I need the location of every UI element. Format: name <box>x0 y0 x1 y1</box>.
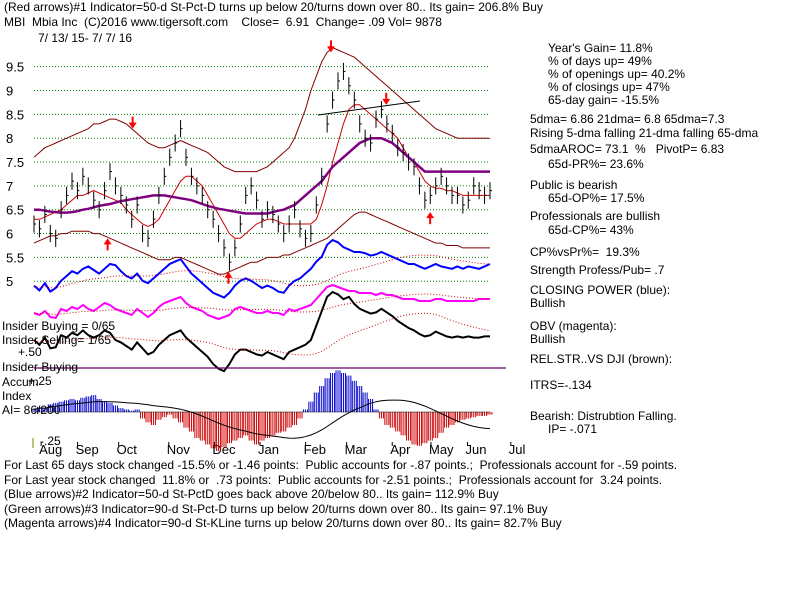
y-tick-label: 8 <box>6 131 13 146</box>
stat-line: 65d-CP%= 43% <box>548 223 634 237</box>
stat-line: 65d-OP%= 17.5% <box>548 191 645 205</box>
lower-band <box>33 211 490 275</box>
minus-25-label: -.25 <box>40 434 61 448</box>
insider-buying: Insider Buying = 0/65 <box>2 319 116 333</box>
buy-arrow <box>103 238 112 251</box>
stat-line: % of closings up= 47% <box>548 80 670 94</box>
y-tick-label: 7.5 <box>6 155 24 170</box>
index-label: Index <box>2 389 32 403</box>
y-tick-label: 7 <box>6 179 13 194</box>
stat-line: Year's Gain= 11.8% <box>548 41 653 55</box>
x-tick-label: Jan <box>258 442 279 457</box>
summary-line: (Magenta arrows)#4 Indicator=90-d St-KLi… <box>4 516 562 530</box>
y-tick-label: 8.5 <box>6 107 24 122</box>
y-tick-label: 9.5 <box>6 60 24 75</box>
y-tick-label: 6 <box>6 227 13 242</box>
stat-line: REL.STR..VS DJI (brown): <box>530 352 673 366</box>
stat-line: 65-day gain= -15.5% <box>548 93 660 107</box>
summary-line: For Last 65 days stock changed -15.5% or… <box>4 458 678 472</box>
rs-ma-line <box>33 312 491 356</box>
stat-line: CP%vsPr%= 19.3% <box>530 245 640 259</box>
x-tick-label: Jun <box>465 442 486 457</box>
accum-label: Accum <box>2 375 39 389</box>
obv-ma-line <box>33 293 491 316</box>
stat-line: Bullish <box>530 332 566 346</box>
summary-line: (Green arrows)#3 Indicator=90-d St-Pct-D… <box>4 501 548 516</box>
stat-line: CLOSING POWER (blue): <box>530 283 671 297</box>
rel-strength-line <box>33 290 490 373</box>
x-tick-label: Sep <box>76 442 99 457</box>
buy-arrow <box>224 271 233 284</box>
stat-line: % of days up= 49% <box>548 54 652 68</box>
stat-line: Professionals are bullish <box>530 209 661 223</box>
stat-line: IP= -.071 <box>548 422 598 436</box>
stat-line: Rising 5-dma falling 21-dma falling 65-d… <box>530 126 759 140</box>
summary-line: (Blue arrows)#2 Indicator=50-d St-PctD g… <box>4 487 499 501</box>
x-tick-label: Aug <box>39 442 62 457</box>
cp-ma-line <box>33 254 491 289</box>
insider-selling: Insider Selling= 1/65 <box>2 333 112 347</box>
stat-line: Strength Profess/Pub= .7 <box>530 263 665 277</box>
stat-line: Bullish <box>530 296 566 310</box>
x-tick-label: Jul <box>509 442 526 457</box>
plus-50-label: +.50 <box>18 345 42 359</box>
x-tick-label: Mar <box>345 442 368 457</box>
header-line-1: (Red arrows)#1 Indicator=50-d St-Pct-D t… <box>4 0 543 14</box>
accum-ma-line <box>33 399 491 439</box>
plus-25-label: +.25 <box>28 374 52 388</box>
x-tick-label: May <box>429 442 454 457</box>
stat-line: 5dmaAROC= 73.1 % PivotP= 6.83 <box>530 142 725 156</box>
x-tick-label: Nov <box>167 442 191 457</box>
date-range: 7/ 13/ 15- 7/ 7/ 16 <box>38 31 133 45</box>
sell-arrow <box>128 116 137 129</box>
y-tick-label: 5 <box>6 274 13 289</box>
stat-line: Public is bearish <box>530 178 618 192</box>
stat-line: ITRS=-.134 <box>530 378 592 392</box>
stat-line: Bearish: Distrubtion Falling. <box>530 409 677 423</box>
upper-band <box>33 47 490 173</box>
obv-line <box>33 283 490 321</box>
y-tick-label: 5.5 <box>6 250 24 265</box>
sell-arrow <box>382 92 391 105</box>
buy-arrow <box>426 212 435 225</box>
insider-buying-label: Insider Buying <box>2 360 79 374</box>
stat-line: OBV (magenta): <box>530 319 617 333</box>
x-tick-label: Apr <box>390 442 411 457</box>
sell-arrow <box>326 40 335 53</box>
closing-power-line <box>33 238 491 299</box>
summary-line: For Last year stock changed 11.8% or .73… <box>4 472 663 487</box>
y-tick-label: 9 <box>6 84 13 99</box>
stat-line: 5dma= 6.86 21dma= 6.8 65dma=7.3 <box>530 112 725 126</box>
trend-line <box>317 100 421 116</box>
header-line-2: MBI Mbia Inc (C)2016 www.tigersoft.com C… <box>4 15 442 29</box>
x-tick-label: Feb <box>304 442 326 457</box>
stat-line: % of openings up= 40.2% <box>548 67 686 81</box>
stat-line: 65d-PR%= 23.6% <box>548 157 644 171</box>
ai-label: AI= 86/200 <box>2 403 61 417</box>
x-tick-label: Oct <box>117 442 138 457</box>
y-tick-label: 6.5 <box>6 203 24 218</box>
